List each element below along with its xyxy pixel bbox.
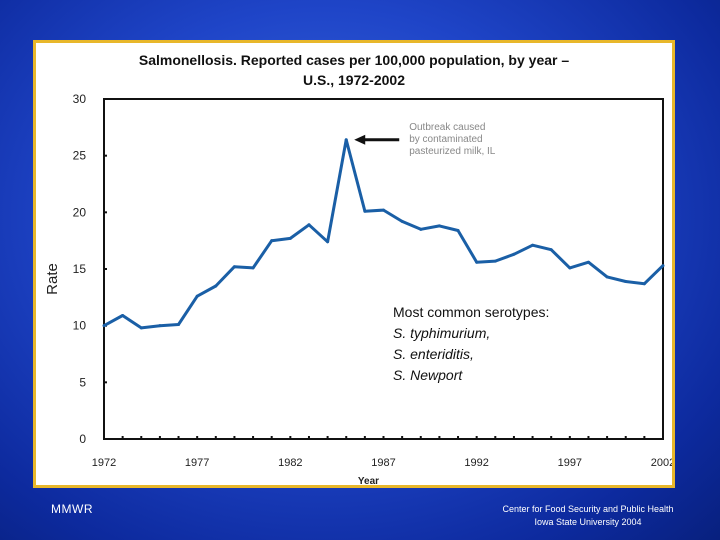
- chart-title-line-2: U.S., 1972-2002: [303, 72, 405, 88]
- data-point: [661, 264, 665, 268]
- outbreak-annotation-line: Outbreak caused: [409, 122, 485, 133]
- credit-line-2: Iowa State University 2004: [534, 517, 642, 527]
- y-tick-label: 30: [73, 92, 87, 106]
- y-tick-label: 25: [73, 149, 87, 163]
- data-point: [382, 208, 385, 212]
- data-point: [531, 243, 535, 247]
- x-tick-label: 1992: [464, 457, 488, 469]
- data-point: [400, 219, 404, 223]
- chart-panel: Salmonellosis. Reported cases per 100,00…: [33, 40, 675, 488]
- outbreak-arrow-head: [354, 134, 366, 145]
- serotypes-note: Most common serotypes: S. typhimurium, S. …: [393, 304, 549, 383]
- x-tick-label: 1987: [371, 457, 395, 469]
- source-label: MMWR: [51, 502, 93, 516]
- data-point: [195, 294, 199, 298]
- line-chart: 0 5 10 15 20 25 30 1972 1977 1982 1987 1992 1997 2002…: [44, 92, 672, 485]
- data-point: [270, 239, 274, 243]
- outbreak-annotation-line: pasteurized milk, IL: [409, 146, 496, 157]
- data-point: [251, 266, 255, 270]
- y-axis-title: Rate: [44, 263, 61, 295]
- data-point: [586, 260, 590, 264]
- y-tick-label: 5: [79, 375, 86, 389]
- data-point: [363, 209, 367, 213]
- serotype-item: S. enteriditis,: [393, 346, 474, 362]
- credit-line-1: Center for Food Security and Public Heal…: [502, 504, 674, 514]
- data-point: [549, 248, 553, 252]
- data-point: [177, 323, 181, 327]
- x-axis-title: Year: [358, 476, 379, 485]
- data-point: [288, 236, 292, 240]
- x-tick-label: 1972: [92, 457, 116, 469]
- data-point: [214, 284, 218, 288]
- data-point: [568, 266, 572, 270]
- data-point: [307, 223, 311, 227]
- serotype-item: S. typhimurium,: [393, 325, 490, 341]
- data-point: [419, 227, 423, 231]
- data-point: [326, 240, 330, 244]
- x-tick-label: 1997: [558, 457, 582, 469]
- serotype-item: S. Newport: [393, 367, 463, 383]
- data-point: [642, 282, 646, 286]
- data-point: [475, 260, 479, 264]
- y-tick-label: 20: [73, 205, 87, 219]
- data-point: [624, 279, 628, 283]
- data-point: [605, 275, 609, 279]
- data-point: [437, 224, 441, 228]
- serotypes-heading: Most common serotypes:: [393, 304, 549, 320]
- data-point: [344, 138, 348, 142]
- x-tick-label: 1977: [185, 457, 209, 469]
- chart-title: Salmonellosis. Reported cases per 100,00…: [36, 50, 672, 90]
- chart-title-line-1: Salmonellosis. Reported cases per 100,00…: [138, 52, 570, 68]
- outbreak-annotation-line: by contaminated: [409, 134, 482, 145]
- data-point: [456, 228, 460, 232]
- y-tick-label: 15: [73, 262, 87, 276]
- credit-text: Center for Food Security and Public Heal…: [478, 503, 698, 529]
- data-point: [139, 326, 143, 330]
- data-point: [121, 313, 125, 317]
- y-tick-label: 10: [73, 319, 87, 333]
- plot-frame: [103, 98, 664, 440]
- series-line: [103, 138, 665, 330]
- data-point: [158, 324, 162, 328]
- x-tick-label: 1982: [278, 457, 302, 469]
- data-point: [512, 252, 516, 256]
- data-point: [232, 265, 236, 269]
- data-point: [102, 324, 106, 328]
- x-tick-label: 2002: [651, 457, 672, 469]
- y-tick-label: 0: [79, 432, 86, 446]
- data-point: [493, 259, 497, 263]
